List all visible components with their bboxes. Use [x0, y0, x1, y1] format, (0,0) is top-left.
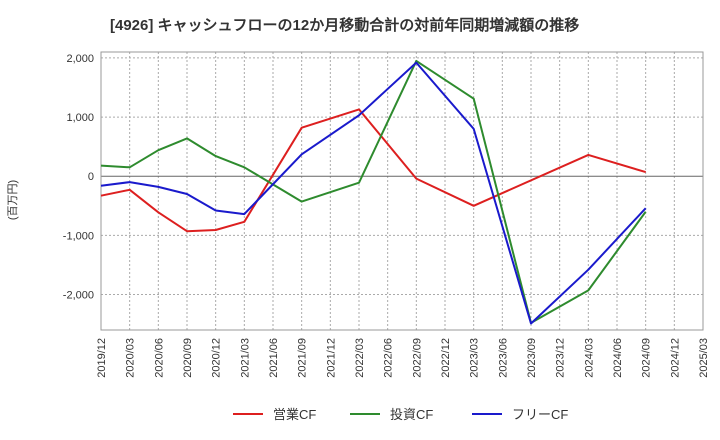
x-tick-label: 2023/12	[555, 338, 567, 378]
x-tick-label: 2022/06	[383, 338, 395, 378]
series-line	[100, 61, 647, 325]
plot-frame	[100, 51, 704, 331]
x-tick-label: 2020/12	[211, 338, 223, 378]
y-tick-label: 0	[88, 171, 94, 183]
y-tick-label: -2,000	[63, 290, 94, 302]
x-tick-label: 2024/12	[669, 338, 681, 378]
y-tick-label: 2,000	[66, 53, 94, 65]
series-lines	[100, 59, 647, 325]
x-tick-label: 2025/03	[698, 338, 710, 378]
x-tick-label: 2019/12	[96, 338, 108, 378]
x-tick-label: 2020/06	[153, 338, 165, 378]
x-tick-label: 2021/03	[239, 338, 251, 378]
x-tick-label: 2022/09	[411, 338, 423, 378]
series-line	[100, 59, 647, 324]
legend-label: 投資CF	[390, 407, 433, 422]
x-tick-label: 2024/03	[583, 338, 595, 378]
x-tick-label: 2021/12	[325, 338, 337, 378]
y-tick-label: 1,000	[66, 112, 94, 124]
legend-label: フリーCF	[512, 407, 568, 422]
y-axis-label: (百万円)	[7, 180, 19, 220]
legend: 営業CF 投資CF フリーCF	[233, 407, 568, 422]
x-tick-label: 2022/03	[354, 338, 366, 378]
x-tick-label: 2023/09	[526, 338, 538, 378]
x-tick-label: 2022/12	[440, 338, 452, 378]
x-tick-label: 2024/06	[612, 338, 624, 378]
legend-label: 営業CF	[273, 407, 316, 422]
x-tick-label: 2020/03	[125, 338, 137, 378]
axes: 2019/12 2020/03 2020/06 2020/09 2020/12 2021/…	[63, 51, 710, 378]
chart-title: [4926] キャッシュフローの12か月移動合計の対前年同期増減額の推移	[110, 16, 579, 34]
x-tick-label: 2024/09	[641, 338, 653, 378]
x-tick-label: 2021/06	[268, 338, 280, 378]
grid	[101, 52, 703, 330]
series-line	[100, 108, 646, 233]
x-tick-label: 2021/09	[297, 338, 309, 378]
x-tick-label: 2023/03	[469, 338, 481, 378]
y-tick-label: -1,000	[63, 230, 94, 242]
x-tick-label: 2023/06	[497, 338, 509, 378]
x-tick-label: 2020/09	[182, 338, 194, 378]
